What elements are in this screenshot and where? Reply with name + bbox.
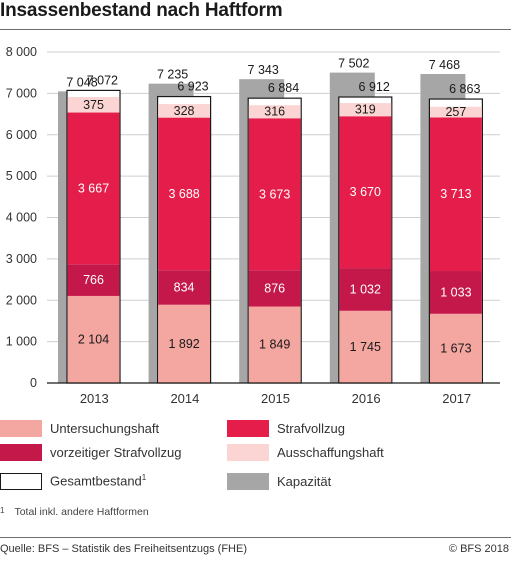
- bar-segment: [339, 310, 392, 383]
- copyright-text: © BFS 2018: [448, 543, 509, 555]
- stacked-bar-chart: 0 1 000 2 000 3 000 4 000 5 000 6 000 7 000 8 00…: [6, 45, 500, 406]
- bar-segment: [248, 105, 301, 119]
- bar-value-label: 1 032: [350, 282, 381, 296]
- bar-value-label: 1 745: [350, 340, 381, 354]
- bar-segment: [67, 112, 120, 265]
- y-tick-label: 8 000: [6, 45, 37, 59]
- footnote: 1 Total inkl. andere Haftformen: [0, 506, 149, 518]
- footnote-marker: 1: [0, 506, 5, 515]
- y-tick-label: 3 000: [6, 252, 37, 266]
- bar-segment: [158, 270, 210, 305]
- bar-segment: [248, 118, 301, 271]
- bar-segment: [430, 313, 482, 383]
- bar-value-label: 2 104: [78, 332, 109, 346]
- total-value-label: 6 884: [268, 81, 299, 95]
- capacity-value-label: 7 235: [157, 68, 188, 82]
- legend-swatch-kapazitaet: [227, 472, 269, 490]
- bar-value-label: 766: [83, 273, 104, 287]
- legend-swatch-strafvollzug: [227, 419, 269, 437]
- capacity-value-label: 7 502: [338, 57, 369, 71]
- bar-value-label: 1 673: [440, 341, 471, 355]
- legend-item-ausschaffungshaft: Ausschaffungshaft: [227, 442, 384, 462]
- bar-segment: [339, 103, 392, 117]
- source-text: Quelle: BFS – Statistik des Freiheitsent…: [0, 543, 247, 555]
- footer-divider: [0, 537, 511, 538]
- bar-segment: [339, 268, 392, 311]
- bar-segment: [430, 271, 482, 314]
- chart-title: Insassenbestand nach Haftform: [0, 0, 283, 21]
- x-tick-label: 2016: [352, 391, 381, 406]
- bar-value-label: 3 673: [259, 187, 290, 201]
- legend: Untersuchungshaft Strafvollzug vorzeitig…: [0, 412, 511, 502]
- capacity-value-label: 7 343: [248, 63, 279, 77]
- y-tick-label: 1 000: [6, 335, 37, 349]
- legend-label-kapazitaet: Kapazität: [277, 473, 332, 489]
- legend-label-untersuchungshaft: Untersuchungshaft: [50, 420, 160, 436]
- bar-value-label: 375: [83, 98, 104, 112]
- legend-label-strafvollzug: Strafvollzug: [277, 420, 345, 436]
- legend-item-kapazitaet: Kapazität: [227, 471, 331, 491]
- bar-segment: [339, 116, 392, 269]
- capacity-value-label: 7 048: [66, 75, 97, 89]
- y-tick-label: 4 000: [6, 211, 37, 225]
- bar-segment: [67, 295, 120, 383]
- bar-segment: [67, 97, 120, 113]
- bar-value-label: 1 892: [168, 337, 199, 351]
- bar-value-label: 319: [355, 103, 376, 117]
- bar-value-label: 834: [174, 280, 195, 294]
- legend-item-gesamtbestand: Gesamtbestand1: [0, 471, 146, 491]
- bar-segment: [248, 270, 301, 307]
- x-tick-label: 2015: [261, 391, 290, 406]
- x-tick-label: 2014: [170, 391, 199, 406]
- y-tick-label: 6 000: [6, 128, 37, 142]
- legend-item-untersuchungshaft: Untersuchungshaft: [0, 418, 159, 438]
- legend-label-gesamtbestand: Gesamtbestand1: [50, 473, 146, 488]
- total-value-label: 6 923: [177, 80, 208, 94]
- bar-value-label: 1 033: [440, 285, 471, 299]
- legend-label-ausschaffungshaft: Ausschaffungshaft: [277, 444, 384, 460]
- bar-value-label: 328: [174, 104, 195, 118]
- legend-footnote-marker: 1: [141, 473, 147, 483]
- total-value-label: 6 863: [449, 82, 480, 96]
- bar-segment: [158, 117, 210, 271]
- bar-segment: [67, 264, 120, 296]
- legend-label-vorzeitiger-strafvollzug: vorzeitiger Strafvollzug: [50, 444, 182, 460]
- x-tick-label: 2017: [442, 391, 471, 406]
- y-tick-label: 0: [30, 376, 37, 390]
- legend-swatch-gesamtbestand: [0, 472, 42, 490]
- total-value-label: 6 912: [359, 80, 390, 94]
- legend-swatch-ausschaffungshaft: [227, 443, 269, 461]
- y-tick-label: 5 000: [6, 169, 37, 183]
- bar-segment: [430, 106, 482, 118]
- bar-value-label: 257: [445, 105, 466, 119]
- legend-item-strafvollzug: Strafvollzug: [227, 418, 345, 438]
- legend-swatch-untersuchungshaft: [0, 419, 42, 437]
- bar-value-label: 316: [264, 105, 285, 119]
- bar-value-label: 3 670: [350, 185, 381, 199]
- bar-segment: [158, 304, 210, 383]
- bar-value-label: 3 667: [78, 181, 109, 195]
- bar-segment: [158, 104, 210, 118]
- title-divider: [0, 29, 511, 30]
- x-tick-label: 2013: [80, 391, 109, 406]
- y-tick-label: 2 000: [6, 293, 37, 307]
- legend-label-gesamtbestand-text: Gesamtbestand: [50, 473, 142, 489]
- total-value-label: 7 072: [87, 73, 118, 87]
- capacity-value-label: 7 468: [429, 58, 460, 72]
- footnote-text: Total inkl. andere Haftformen: [14, 506, 149, 518]
- legend-swatch-vorzeitiger-strafvollzug: [0, 443, 42, 461]
- legend-item-vorzeitiger-strafvollzug: vorzeitiger Strafvollzug: [0, 442, 182, 462]
- bar-value-label: 1 849: [259, 338, 290, 352]
- y-tick-label: 7 000: [6, 86, 37, 100]
- bar-value-label: 876: [264, 281, 285, 295]
- bar-segment: [248, 306, 301, 383]
- bar-value-label: 3 713: [440, 187, 471, 201]
- bar-value-label: 3 688: [168, 187, 199, 201]
- bar-segment: [430, 117, 482, 272]
